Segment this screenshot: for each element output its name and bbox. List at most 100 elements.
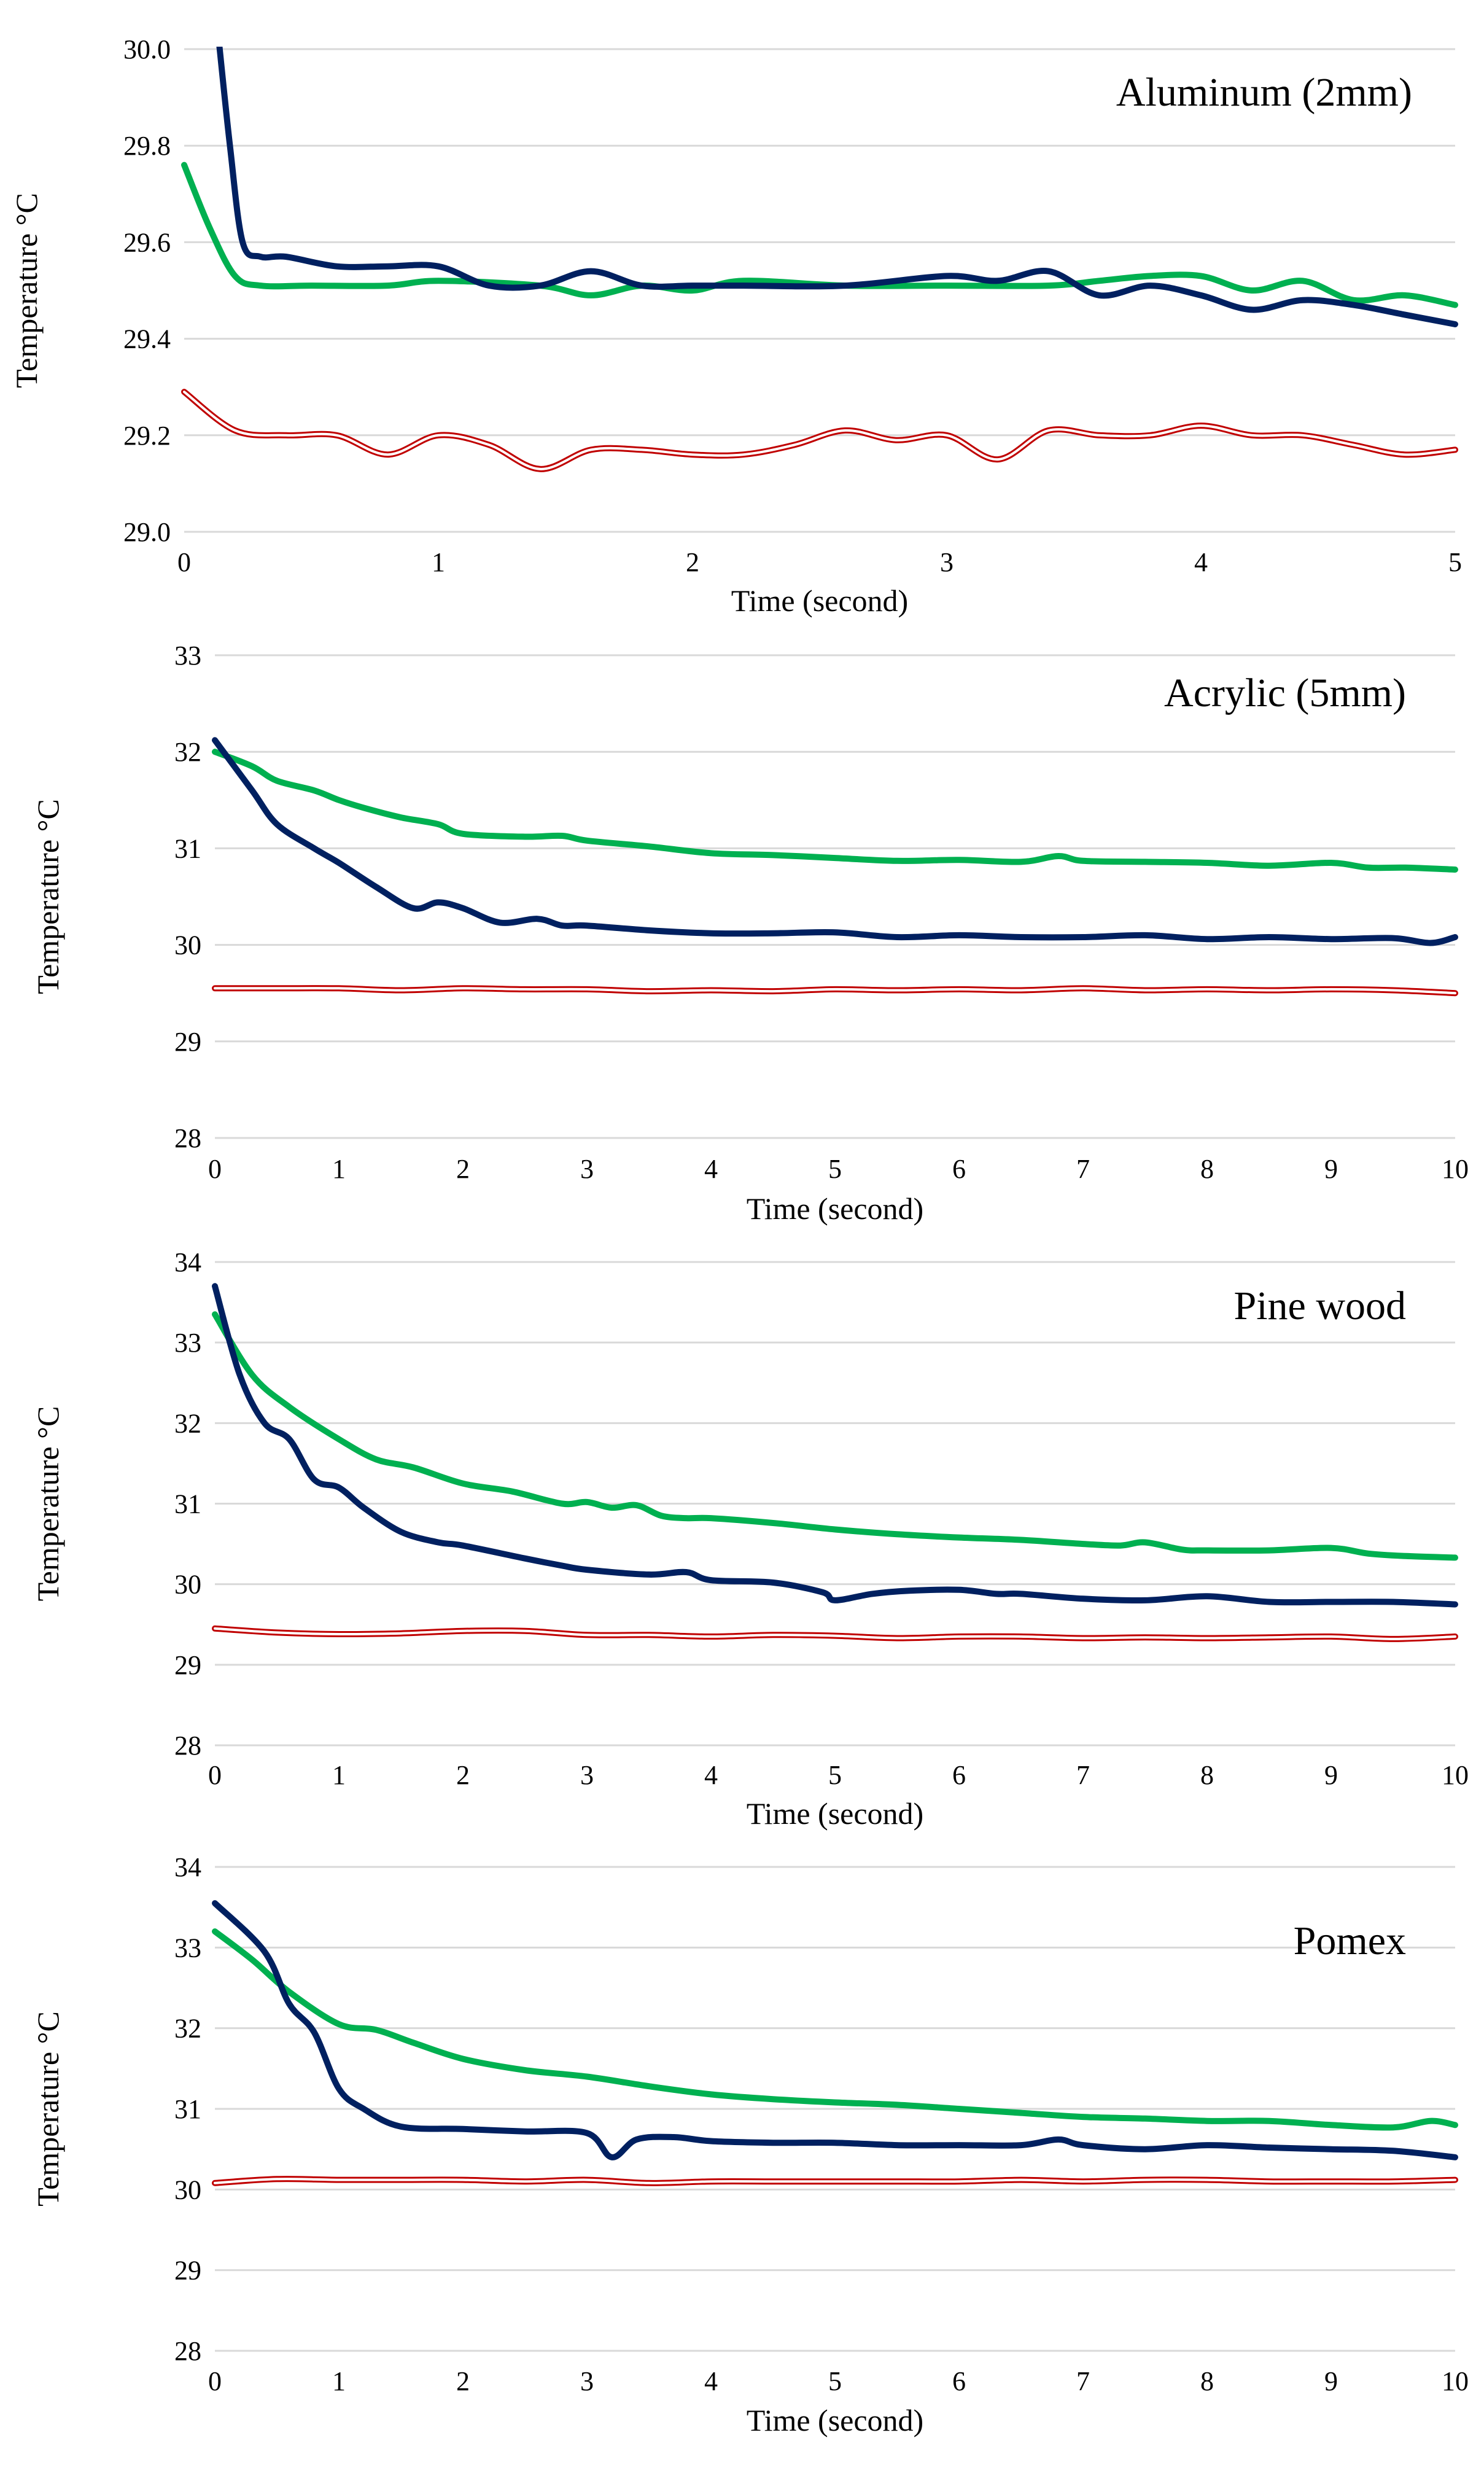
y-tick-label: 34 [174, 1852, 201, 1882]
y-tick-label: 32 [174, 2014, 201, 2044]
y-tick-label: 28 [174, 1123, 201, 1153]
y-tick-label: 28 [174, 1731, 201, 1761]
chart-title: Acrylic (5mm) [1164, 671, 1406, 715]
series-group [212, 737, 1458, 997]
x-tick-label: 5 [828, 2366, 842, 2396]
x-tick-label: 9 [1324, 1154, 1338, 1184]
series-line-red-outer [181, 389, 1458, 472]
x-tick-label: 4 [704, 1760, 718, 1790]
chart-panel-0: 29.0 29.2 29.4 29.6 29.8 30.0 0 1 2 3 4 5 Time (seco… [9, 34, 1462, 618]
chart-title: Pine wood [1234, 1283, 1407, 1328]
series-line-green [212, 1311, 1458, 1561]
x-tick-label: 8 [1200, 1760, 1214, 1790]
x-tick-label: 3 [940, 547, 954, 577]
x-tick-label: 6 [952, 2366, 966, 2396]
series-group [212, 1283, 1458, 1642]
y-tick-label: 29.6 [123, 227, 171, 257]
x-tick-label: 2 [456, 1760, 470, 1790]
x-tick-label: 7 [1076, 1154, 1090, 1184]
x-tick-label: 4 [704, 2366, 718, 2396]
x-tick-label: 1 [332, 2366, 346, 2396]
y-tick-label: 29 [174, 1027, 201, 1057]
y-tick-label: 33 [174, 1933, 201, 1963]
x-tick-label: 6 [952, 1760, 966, 1790]
y-tick-label: 29.4 [123, 324, 171, 354]
y-tick-label: 32 [174, 737, 201, 767]
y-tick-label: 29 [174, 1650, 201, 1680]
series-line-green [212, 749, 1458, 873]
y-tick-label: 33 [174, 641, 201, 671]
series-line-red-inner [183, 391, 1456, 470]
series-line-navy [212, 737, 1458, 946]
x-tick-label: 8 [1200, 2366, 1214, 2396]
x-axis-title: Time (second) [747, 2403, 923, 2437]
series-line-navy [212, 1900, 1458, 2160]
y-tick-label: 31 [174, 833, 201, 863]
x-tick-label: 3 [580, 1760, 594, 1790]
y-tick-label: 29 [174, 2256, 201, 2286]
x-tick-label: 7 [1076, 2366, 1090, 2396]
series-line-navy [216, 47, 1458, 327]
x-tick-label: 10 [1442, 1760, 1469, 1790]
x-tick-label: 3 [580, 1154, 594, 1184]
x-tick-label: 0 [177, 547, 191, 577]
y-tick-label: 29.0 [123, 517, 171, 547]
x-tick-label: 1 [432, 547, 445, 577]
y-tick-label: 28 [174, 2336, 201, 2366]
x-axis-title: Time (second) [747, 1796, 923, 1831]
y-tick-label: 33 [174, 1328, 201, 1358]
chart-panel-1: 28 29 30 31 32 33 0 1 2 3 4 5 6 7 8 9 10 Time (second) Tem… [31, 641, 1469, 1226]
y-axis-title: Temperature °C [9, 193, 44, 388]
y-tick-label: 30 [174, 2175, 201, 2205]
x-tick-label: 5 [1448, 547, 1462, 577]
y-axis-title: Temperature °C [31, 2011, 65, 2207]
x-tick-label: 5 [828, 1154, 842, 1184]
x-tick-label: 10 [1442, 2366, 1469, 2396]
series-group [212, 1900, 1458, 2186]
y-tick-label: 30 [174, 930, 201, 960]
x-tick-label: 4 [1194, 547, 1208, 577]
x-tick-label: 6 [952, 1154, 966, 1184]
series-line-red-inner [214, 2178, 1456, 2184]
x-tick-label: 8 [1200, 1154, 1214, 1184]
x-tick-label: 10 [1442, 1154, 1469, 1184]
x-tick-label: 4 [704, 1154, 718, 1184]
x-tick-label: 9 [1324, 2366, 1338, 2396]
y-tick-label: 31 [174, 1489, 201, 1519]
x-tick-label: 0 [208, 1154, 222, 1184]
x-tick-label: 3 [580, 2366, 594, 2396]
y-tick-label: 30 [174, 1570, 201, 1600]
series-line-green [212, 1928, 1458, 2131]
series-line-green [181, 162, 1458, 308]
series-line-navy [212, 1283, 1458, 1608]
y-tick-label: 30.0 [123, 34, 171, 64]
series-group [181, 47, 1458, 472]
y-axis-title: Temperature °C [31, 1406, 65, 1602]
x-tick-label: 1 [332, 1760, 346, 1790]
x-tick-label: 0 [208, 1760, 222, 1790]
y-tick-label: 32 [174, 1408, 201, 1438]
y-tick-label: 34 [174, 1247, 201, 1277]
x-tick-label: 9 [1324, 1760, 1338, 1790]
chart-title: Aluminum (2mm) [1116, 70, 1412, 115]
y-tick-label: 31 [174, 2094, 201, 2124]
x-tick-label: 5 [828, 1760, 842, 1790]
x-tick-label: 7 [1076, 1760, 1090, 1790]
x-tick-label: 2 [456, 1154, 470, 1184]
y-axis-title: Temperature °C [31, 799, 65, 994]
series-line-red-inner [214, 1627, 1456, 1640]
x-tick-label: 2 [686, 547, 699, 577]
series-line-red-inner [214, 987, 1456, 995]
x-tick-label: 2 [456, 2366, 470, 2396]
x-axis-title: Time (second) [731, 583, 908, 618]
y-tick-label: 29.8 [123, 131, 171, 161]
chart-title: Pomex [1294, 1918, 1406, 1963]
x-axis-title: Time (second) [747, 1191, 923, 1226]
y-tick-label: 29.2 [123, 421, 171, 451]
x-tick-label: 0 [208, 2366, 222, 2396]
x-tick-label: 1 [332, 1154, 346, 1184]
